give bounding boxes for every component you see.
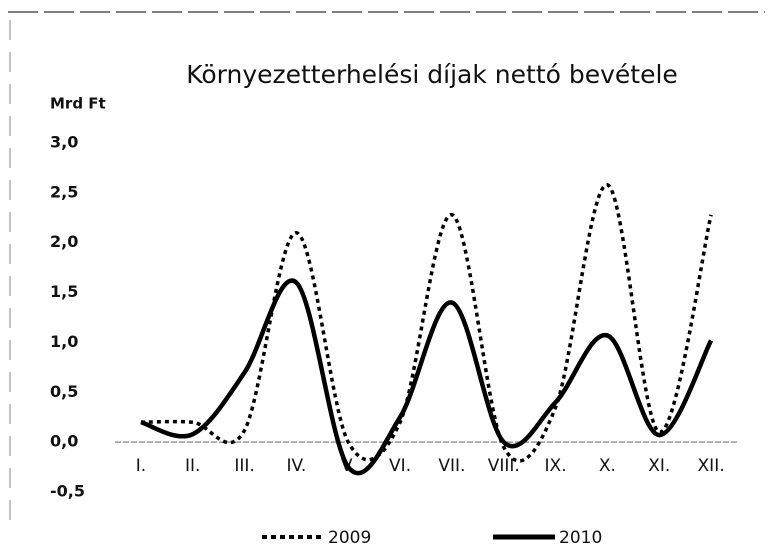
- y-tick-label: 0,0: [50, 432, 78, 451]
- y-tick-label: 3,0: [50, 133, 78, 152]
- series-line: [140, 278, 714, 476]
- x-tick-label: VI.: [389, 456, 411, 476]
- x-tick-label: IX.: [545, 456, 567, 476]
- y-tick-label: 1,0: [50, 332, 78, 351]
- x-tick-label: II.: [185, 456, 200, 476]
- x-tick-label: III.: [234, 456, 254, 476]
- x-tick-label: XII.: [698, 456, 725, 476]
- y-tick-label: 2,0: [50, 232, 78, 251]
- x-tick-label: X.: [599, 456, 616, 476]
- x-tick-label: VII.: [438, 456, 465, 476]
- y-tick-label: -0,5: [50, 482, 85, 501]
- y-axis-label: Mrd Ft: [50, 95, 106, 113]
- chart-title: Környezetterhelési díjak nettó bevétele: [186, 60, 678, 89]
- y-tick-label: 2,5: [50, 182, 78, 201]
- series-line: [140, 183, 713, 463]
- x-tick-label: VIII.: [488, 456, 520, 476]
- y-tick-label: 1,5: [50, 282, 78, 301]
- legend-label: 2009: [328, 528, 371, 548]
- legend-label: 2010: [559, 528, 602, 548]
- x-tick-label: I.: [136, 456, 146, 476]
- y-tick-label: 0,5: [50, 382, 78, 401]
- x-tick-label: IV.: [286, 456, 306, 476]
- x-tick-label: XI.: [648, 456, 670, 476]
